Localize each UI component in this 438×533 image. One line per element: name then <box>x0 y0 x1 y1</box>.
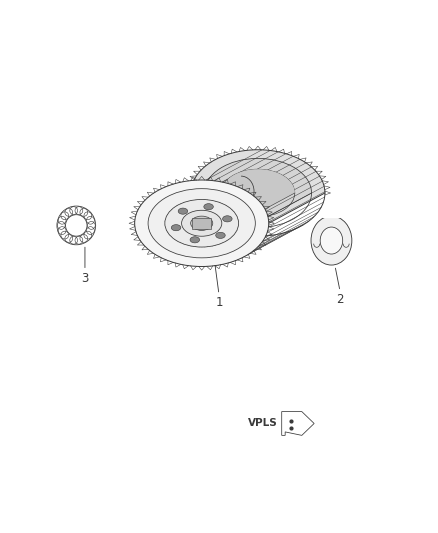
Ellipse shape <box>148 189 255 258</box>
Ellipse shape <box>311 216 352 265</box>
Ellipse shape <box>204 204 213 210</box>
Ellipse shape <box>191 216 213 230</box>
Polygon shape <box>148 158 311 258</box>
Text: 2: 2 <box>336 293 344 306</box>
Ellipse shape <box>320 227 343 254</box>
Ellipse shape <box>178 208 188 214</box>
Polygon shape <box>192 217 211 229</box>
Polygon shape <box>165 169 295 247</box>
Text: 3: 3 <box>81 272 88 285</box>
Text: VPLS: VPLS <box>247 418 277 429</box>
Ellipse shape <box>190 237 200 243</box>
Ellipse shape <box>182 211 222 236</box>
Ellipse shape <box>165 199 239 247</box>
Ellipse shape <box>223 216 232 222</box>
Ellipse shape <box>134 180 269 266</box>
Ellipse shape <box>215 232 225 238</box>
Text: 1: 1 <box>215 296 223 309</box>
Polygon shape <box>134 150 325 266</box>
Ellipse shape <box>171 224 181 231</box>
